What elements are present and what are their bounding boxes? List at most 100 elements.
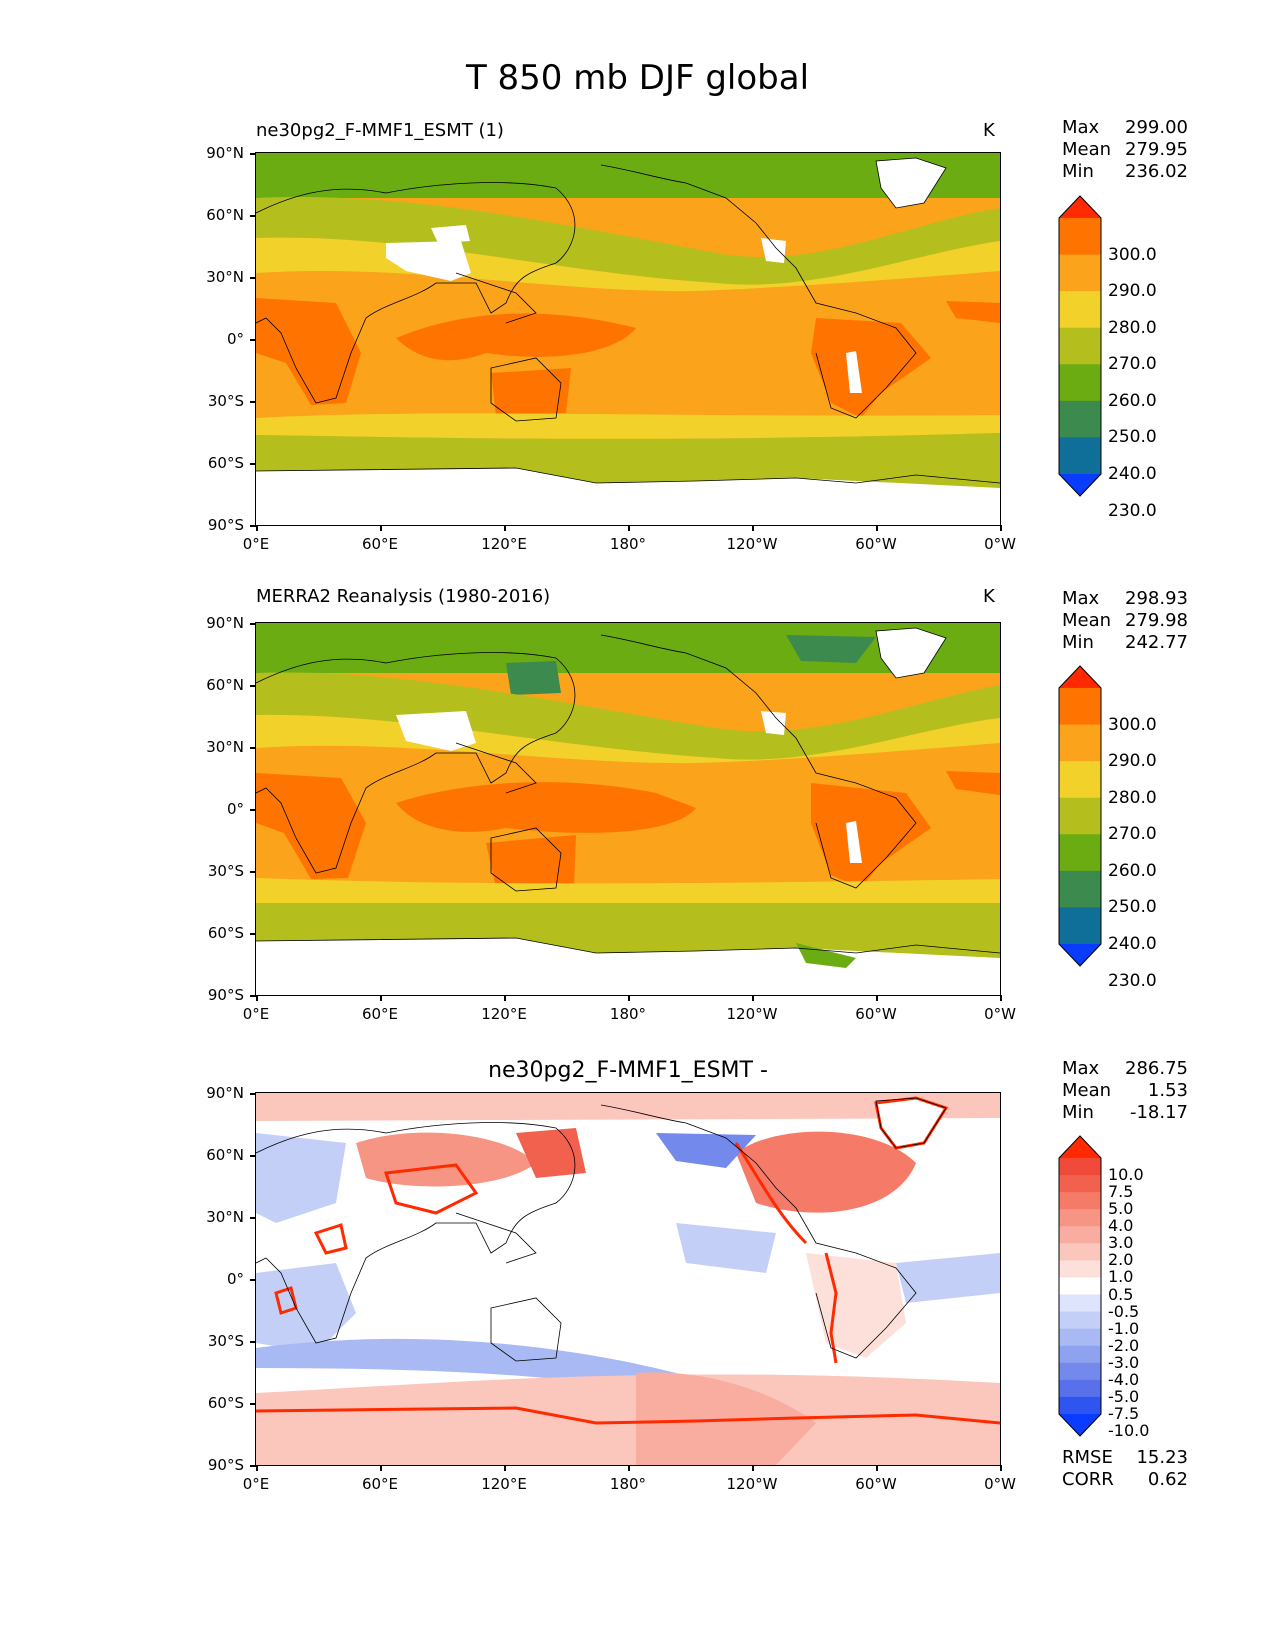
colorbar-tick-label: 300.0 (1108, 244, 1157, 265)
lon-tick-mark (628, 995, 630, 1001)
colorbar-tick-label: -3.0 (1108, 1352, 1140, 1372)
stat-mean-value: 279.98 (1125, 610, 1188, 631)
map-plot-reference (255, 622, 1001, 996)
colorbar-segment (1059, 218, 1101, 256)
stat-mean-value: 1.53 (1147, 1080, 1188, 1101)
panel-left-title: MERRA2 Reanalysis (1980-2016) (256, 586, 551, 607)
lat-tick-label: 30°S (207, 1332, 244, 1350)
colorbar-tick-label: 10.0 (1108, 1165, 1144, 1185)
stat-max-label: Max (1062, 117, 1100, 138)
lat-tick-mark (250, 1341, 256, 1343)
lat-tick-mark (250, 1155, 256, 1157)
lon-tick-label: 120°E (481, 535, 527, 553)
units-label: K (983, 586, 995, 607)
lon-tick-label: 60°W (855, 1475, 897, 1493)
lat-tick-mark (250, 995, 256, 997)
colorbar-segment (1059, 1226, 1101, 1244)
colorbar-tick-label: 280.0 (1108, 317, 1157, 338)
corr-label: CORR (1062, 1469, 1114, 1490)
lon-tick-label: 0°E (242, 1005, 270, 1023)
lat-tick-mark (250, 339, 256, 341)
lat-tick-mark (250, 401, 256, 403)
colorbar-segment (1059, 1277, 1101, 1296)
panel-difference: ne30pg2_F-MMF1_ESMT - (0, 940, 1275, 1493)
lat-tick-label: 30°N (206, 738, 244, 756)
lat-tick-mark (250, 871, 256, 873)
lon-tick-label: 0°W (984, 1005, 1016, 1023)
lon-tick-mark (504, 1465, 506, 1471)
colorbar-segment (1059, 870, 1101, 908)
lat-tick-label: 60°N (206, 1146, 244, 1164)
colorbar-segment (1059, 1209, 1101, 1227)
colorbar-segment (1059, 1362, 1101, 1381)
colorbar-segment (1059, 688, 1101, 726)
stats-box: Max 299.00 Mean 279.95 Min 236.02 (1062, 117, 1188, 183)
lat-tick-mark (250, 1279, 256, 1281)
lat-tick-label: 90°N (206, 144, 244, 162)
colorbar-segment (1059, 254, 1101, 292)
colorbar-segment (1059, 327, 1101, 365)
lon-tick-mark (752, 995, 754, 1001)
stat-min-label: Min (1062, 1102, 1094, 1123)
colorbar-tick-label: 260.0 (1108, 390, 1157, 411)
lon-tick-mark (504, 995, 506, 1001)
stat-max-value: 298.93 (1125, 588, 1188, 609)
colorbar-tick-label: 2.0 (1108, 1250, 1134, 1270)
colorbar-segment (1059, 400, 1101, 438)
stat-min-value: 236.02 (1125, 161, 1188, 182)
colorbar-tick-label: 300.0 (1108, 714, 1157, 735)
colorbar-tick-label: 240.0 (1108, 464, 1157, 484)
colorbar-segment (1059, 364, 1101, 402)
lat-tick-mark (250, 153, 256, 155)
lat-tick-label: 0° (226, 1270, 244, 1288)
lon-tick-mark (628, 1465, 630, 1471)
lat-tick-label: 90°S (207, 986, 244, 1004)
stat-max-label: Max (1062, 1058, 1100, 1079)
lat-tick-label: 90°N (206, 1084, 244, 1102)
colorbar-segment (1059, 1328, 1101, 1347)
colorbar-tick-label: 3.0 (1108, 1233, 1134, 1253)
stat-max-value: 286.75 (1125, 1058, 1188, 1079)
colorbar-tick-label: 230.0 (1108, 500, 1157, 521)
colorbar-outline (1058, 665, 1102, 967)
colorbar-over-triangle (1059, 196, 1101, 218)
stat-min-label: Min (1062, 161, 1094, 182)
panel-reference: MERRA2 Reanalysis (1980-2016) K (0, 470, 1275, 1023)
lon-tick-label: 120°W (726, 1475, 778, 1493)
lat-tick-label: 30°S (207, 392, 244, 410)
colorbar-tick-label: 7.5 (1108, 1182, 1134, 1202)
colorbar-segment (1059, 797, 1101, 835)
lon-tick-label: 120°E (481, 1475, 527, 1493)
lon-tick-label: 180° (609, 1005, 647, 1023)
lat-tick-label: 90°N (206, 614, 244, 632)
lat-tick-label: 30°N (206, 1208, 244, 1226)
stat-min-value: 242.77 (1125, 632, 1188, 653)
lat-tick-label: 60°N (206, 206, 244, 224)
lon-tick-mark (1000, 1465, 1002, 1471)
colorbar-tick-label: -2.0 (1108, 1335, 1140, 1355)
lon-tick-label: 120°W (726, 1005, 778, 1023)
panel-left-title: ne30pg2_F-MMF1_ESMT (1) (256, 120, 504, 141)
colorbar-tick-label: 0.5 (1108, 1284, 1134, 1304)
colorbar-segment (1059, 724, 1101, 762)
lon-tick-mark (1000, 995, 1002, 1001)
colorbar-segment (1059, 291, 1101, 329)
colorbar-tick-label: -4.0 (1108, 1369, 1140, 1389)
colorbar-tick-label: 230.0 (1108, 970, 1157, 991)
colorbar-over-triangle (1059, 666, 1101, 688)
lon-tick-mark (1000, 525, 1002, 531)
lon-tick-label: 0°E (242, 1475, 270, 1493)
colorbar-tick-label: 280.0 (1108, 787, 1157, 808)
lat-tick-mark (250, 1217, 256, 1219)
stat-mean-label: Mean (1062, 139, 1112, 160)
lat-tick-mark (250, 1465, 256, 1467)
colorbar-tick-label: 5.0 (1108, 1199, 1134, 1219)
colorbar-segment (1059, 1175, 1101, 1193)
colorbar-tick-label: 240.0 (1108, 934, 1157, 954)
lon-tick-label: 60°E (361, 1005, 399, 1023)
lat-tick-mark (250, 933, 256, 935)
metrics-box: RMSE 15.23 CORR 0.62 (1062, 1447, 1188, 1491)
colorbar-segment (1059, 834, 1101, 872)
lat-tick-mark (250, 525, 256, 527)
lon-tick-label: 0°E (242, 535, 270, 553)
